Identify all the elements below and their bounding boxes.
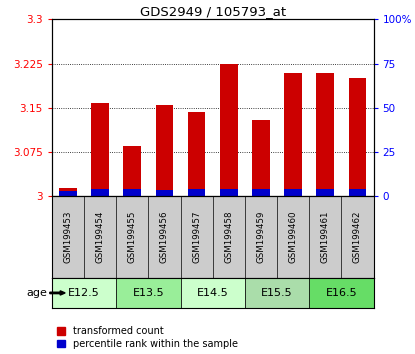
Text: GSM199453: GSM199453	[63, 211, 73, 263]
Bar	[284, 73, 302, 196]
Title: GDS2949 / 105793_at: GDS2949 / 105793_at	[139, 5, 286, 18]
Bar	[309, 278, 374, 308]
Bar	[349, 189, 366, 196]
Bar	[316, 73, 334, 196]
Bar	[123, 189, 141, 196]
Bar	[91, 103, 109, 196]
Text: E13.5: E13.5	[132, 288, 164, 298]
Bar	[116, 278, 181, 308]
Bar	[220, 64, 238, 196]
Bar	[52, 278, 116, 308]
Text: GSM199462: GSM199462	[353, 211, 362, 263]
Text: age: age	[27, 288, 48, 298]
Bar	[349, 79, 366, 196]
Text: GSM199455: GSM199455	[128, 211, 137, 263]
Bar	[188, 189, 205, 196]
Text: E12.5: E12.5	[68, 288, 100, 298]
Text: GSM199458: GSM199458	[224, 211, 233, 263]
Text: GSM199454: GSM199454	[95, 211, 105, 263]
Bar	[252, 120, 270, 196]
Bar	[156, 105, 173, 196]
Text: E14.5: E14.5	[197, 288, 229, 298]
Text: GSM199461: GSM199461	[321, 211, 330, 263]
Bar	[188, 112, 205, 196]
Legend: transformed count, percentile rank within the sample: transformed count, percentile rank withi…	[57, 326, 238, 349]
Bar	[252, 189, 270, 196]
Bar	[91, 189, 109, 196]
Text: E16.5: E16.5	[325, 288, 357, 298]
Bar	[284, 189, 302, 196]
Text: GSM199460: GSM199460	[288, 211, 298, 263]
Bar	[220, 189, 238, 196]
Bar	[316, 189, 334, 196]
Bar	[59, 188, 77, 196]
Bar	[156, 190, 173, 196]
Bar	[181, 278, 245, 308]
Bar	[59, 190, 77, 196]
Bar	[245, 278, 309, 308]
Text: GSM199457: GSM199457	[192, 211, 201, 263]
Bar	[123, 146, 141, 196]
Text: GSM199456: GSM199456	[160, 211, 169, 263]
Text: GSM199459: GSM199459	[256, 211, 266, 263]
Text: E15.5: E15.5	[261, 288, 293, 298]
